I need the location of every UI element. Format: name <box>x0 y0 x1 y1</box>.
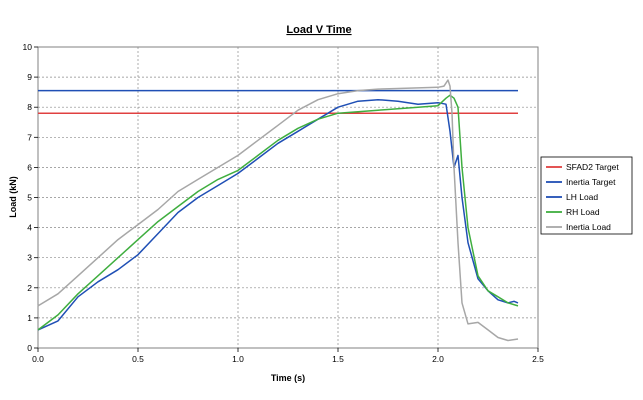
series-line-rh-load <box>37 94 519 331</box>
x-tick-label: 0.5 <box>132 354 144 364</box>
x-tick-label: 1.0 <box>232 354 244 364</box>
legend-box <box>540 156 633 235</box>
legend-inertia-load-label: Inertia Load <box>566 222 611 232</box>
y-tick-label: 1 <box>27 313 32 323</box>
series-line-lh-load <box>37 98 519 331</box>
y-tick-label: 4 <box>27 223 32 233</box>
y-tick-label: 9 <box>27 72 32 82</box>
y-tick-label: 3 <box>27 253 32 263</box>
series-lines <box>37 79 519 342</box>
legend: SFAD2 Target Inertia Target LH Load RH Load… <box>540 156 633 235</box>
legend-inertia-target-label: Inertia Target <box>566 177 616 187</box>
y-tick-label: 6 <box>27 162 32 172</box>
x-tick-label: 1.5 <box>332 354 344 364</box>
y-tick-label: 2 <box>27 283 32 293</box>
x-tick-label: 2.0 <box>432 354 444 364</box>
y-tick-label: 5 <box>27 193 32 203</box>
legend-sfad2-target-label: SFAD2 Target <box>566 162 619 172</box>
y-tick-label: 7 <box>27 132 32 142</box>
legend-lh-load-label: LH Load <box>566 192 598 202</box>
y-axis-ticks: 0 1 2 3 4 5 6 7 8 9 10 <box>23 42 38 353</box>
x-axis-label: Time (s) <box>271 373 305 383</box>
y-tick-label: 10 <box>23 42 33 52</box>
y-axis-label: Load (kN) <box>8 176 18 218</box>
x-tick-label: 0.0 <box>32 354 44 364</box>
chart-title: Load V Time <box>286 24 351 36</box>
x-tick-label: 2.5 <box>532 354 544 364</box>
x-axis-ticks: 0.0 0.5 1.0 1.5 2.0 2.5 <box>32 348 544 364</box>
legend-rh-load-label: RH Load <box>566 207 600 217</box>
grid-lines <box>38 47 538 348</box>
series-line-inertia-load <box>37 79 519 342</box>
y-tick-label: 0 <box>27 343 32 353</box>
y-tick-label: 8 <box>27 102 32 112</box>
